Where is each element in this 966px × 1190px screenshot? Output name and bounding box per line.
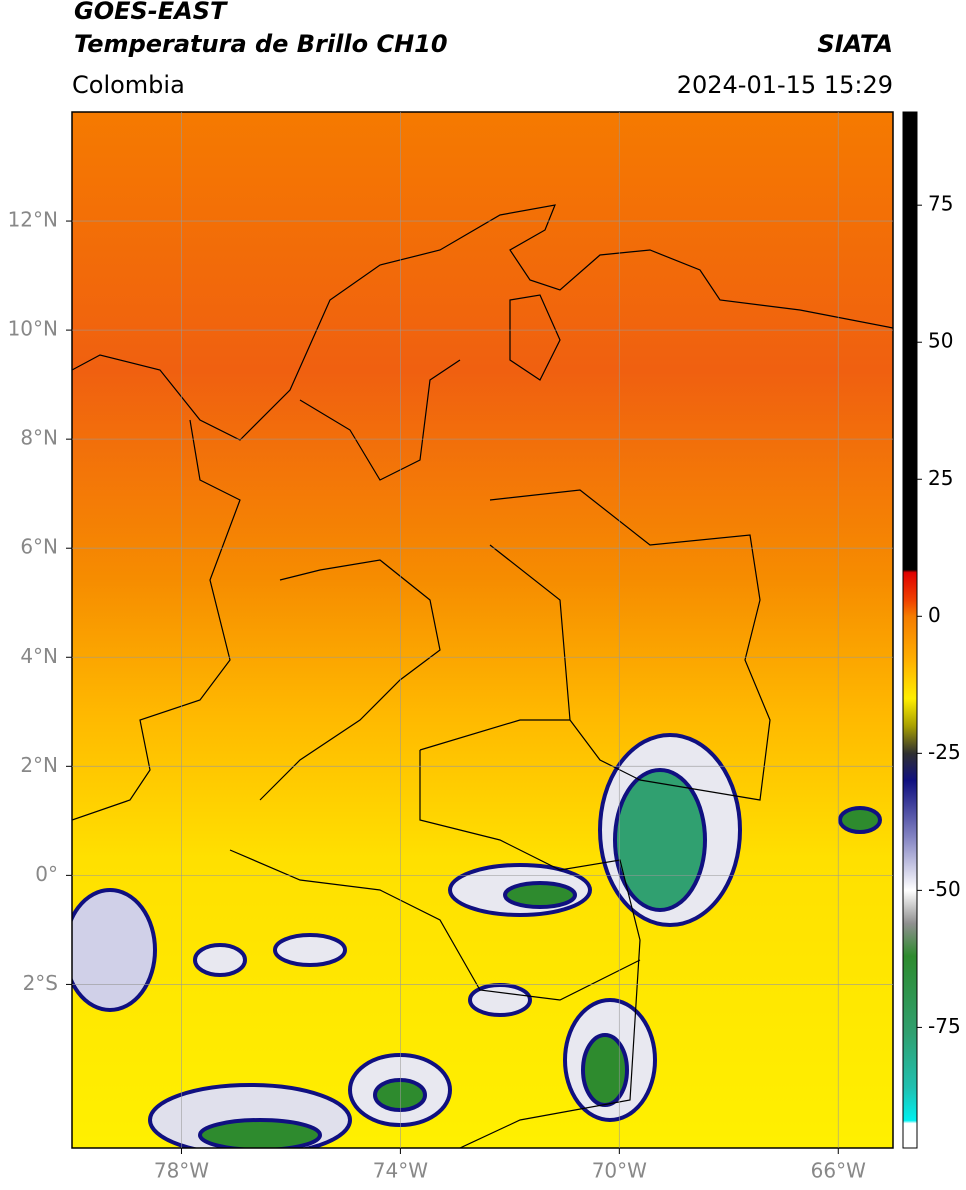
colorbar-tick-label: -25 [928, 740, 961, 764]
x-tick-label: 70°W [592, 1159, 647, 1183]
y-tick-label: 12°N [8, 208, 58, 232]
region: Colombia [72, 71, 185, 99]
colorbar-tick-label: -50 [928, 877, 961, 901]
subtitle: Temperatura de Brillo CH10 [74, 30, 448, 58]
x-tick-label: 66°W [811, 1159, 866, 1183]
source: SIATA [817, 30, 893, 58]
y-tick-label: 4°N [20, 644, 58, 668]
y-tick-label: 2°S [23, 971, 58, 995]
title: GOES-EAST [74, 0, 228, 25]
colorbar-tick-label: 50 [928, 329, 953, 353]
colorbar [902, 111, 918, 1149]
y-tick-label: 2°N [20, 753, 58, 777]
y-tick-label: 0° [35, 862, 58, 886]
colorbar-tick-label: -75 [928, 1014, 961, 1038]
x-tick-label: 74°W [373, 1159, 428, 1183]
y-tick-label: 6°N [20, 535, 58, 559]
x-tick-label: 78°W [154, 1159, 209, 1183]
colorbar-tick-label: 75 [928, 192, 953, 216]
y-tick-label: 10°N [8, 317, 58, 341]
datetime: 2024-01-15 15:29 [677, 71, 893, 99]
colorbar-tick-label: 25 [928, 466, 953, 490]
imagery [72, 112, 893, 1148]
colorbar-tick-label: 0 [928, 603, 941, 627]
y-tick-label: 8°N [20, 426, 58, 450]
map-frame [71, 111, 894, 1149]
